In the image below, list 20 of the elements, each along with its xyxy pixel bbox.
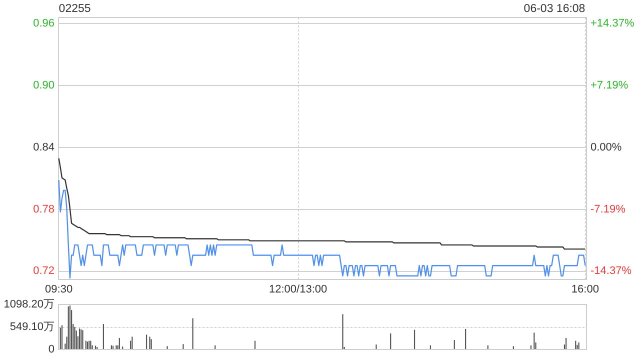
line-series [58,158,586,250]
y-tick-label: 0.78 [33,203,54,216]
y2-tick-label: 0.00% [590,141,622,154]
y2-tick-label: +14.37% [590,18,634,30]
y-tick-label: 0.90 [33,80,54,92]
x-tick-label: 12:00/13:00 [269,284,328,296]
y2-tick-label: -14.37% [590,265,632,278]
chart-title: 02255 [58,3,91,15]
y-tick-label: 0.96 [33,18,54,30]
x-tick-label: 09:30 [45,284,73,296]
y-tick-label: 0.84 [33,141,54,154]
text: 06-03 16:08 [524,3,586,15]
y2-tick-label: -7.19% [590,203,626,216]
y-tick-label: 549.10万 [10,321,54,333]
x-tick-label: 16:00 [571,284,599,296]
y-tick-label: 0 [48,344,54,356]
y-tick-label: 0.72 [33,265,54,278]
line-series [58,179,586,279]
y-tick-label: 1098.20万 [4,298,54,310]
y2-tick-label: +7.19% [590,80,628,92]
